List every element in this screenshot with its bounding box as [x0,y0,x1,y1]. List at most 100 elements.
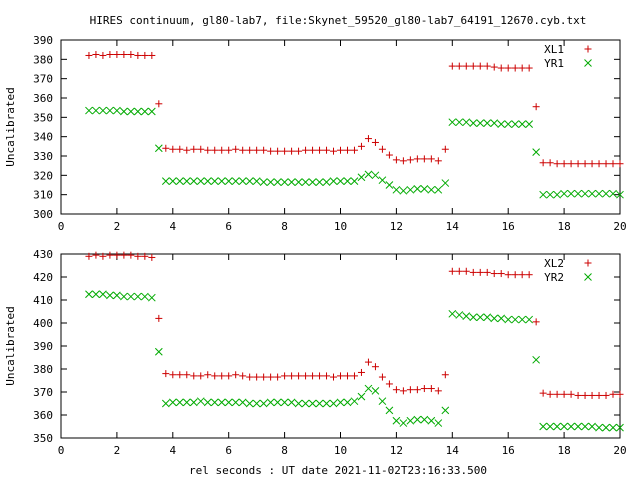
data-point-xl2 [560,390,568,398]
data-point-yr2 [161,399,170,408]
data-point-yr2-d2 [364,384,373,393]
data-point-xl2 [190,372,198,380]
data-point-xl1 [260,146,268,154]
data-point-yr2 [273,398,282,407]
data-point-xl2 [148,253,156,261]
data-point-xl2 [483,268,491,276]
data-point-yr2 [539,422,547,431]
data-point-yr1 [245,177,254,185]
data-point-xl2 [246,373,254,381]
x-tick-label: 12 [390,220,403,233]
data-point-yr2-d2 [322,399,331,408]
data-point-yr2 [469,313,478,322]
data-point-xl2 [218,372,226,380]
data-point-xl1 [120,51,128,58]
data-point-xl1 [337,146,344,154]
data-point-xl1 [588,160,596,168]
data-point-yr1-d2 [161,177,170,185]
data-point-yr2-d2 [336,398,345,407]
data-point-xl1 [420,155,428,163]
y-tick-label: 360 [33,409,53,422]
data-point-yr1-d2 [113,106,121,115]
data-point-xl1 [92,51,100,58]
data-point-yr2-d2 [413,415,422,424]
data-point-yr2 [154,347,163,356]
data-point-yr1 [406,185,415,194]
data-point-yr2-d2 [259,399,268,408]
data-point-yr1-d2 [427,185,436,194]
data-point-yr2 [616,423,624,432]
data-point-yr1 [357,173,366,182]
data-point-yr2 [336,398,345,407]
data-point-xl1 [616,160,624,168]
legend-label-xl2: XL2 [544,257,564,270]
data-point-yr2 [301,399,310,408]
data-point-yr1-d2 [469,119,478,127]
data-point-yr1 [231,177,240,185]
data-point-yr2-d2 [497,314,506,323]
data-point-yr1 [106,106,114,115]
data-point-yr2-d2 [427,416,436,425]
data-point-yr2-d2 [504,315,513,324]
data-point-yr2-d2 [595,423,603,432]
data-point-yr1-d2 [224,177,233,185]
data-point-xl1 [190,145,198,153]
data-point-yr1 [413,185,422,193]
data-point-xl2 [260,373,268,381]
data-point-xl2 [350,372,358,380]
data-point-yr1-d2 [497,120,506,128]
data-point-yr1-d2 [574,189,582,198]
data-point-yr1 [371,171,380,180]
y-tick-label: 300 [33,208,53,221]
data-point-xl2 [448,267,456,275]
data-point-yr1 [147,107,156,116]
y-tick-label: 400 [33,317,53,330]
data-point-yr1-d2 [196,177,205,185]
data-point-yr2-d2 [238,398,247,407]
data-point-yr2 [364,384,373,393]
y-tick-label: 370 [33,386,53,399]
x-tick-label: 4 [169,220,176,233]
data-point-yr2 [259,399,268,408]
data-point-xl1 [274,147,282,155]
data-point-yr2-d2 [588,422,596,431]
data-point-yr2 [99,290,107,299]
data-point-yr1 [385,181,394,189]
x-tick-label: 0 [58,444,65,457]
data-point-xl1 [218,146,226,154]
data-point-xl2 [197,372,205,380]
x-tick-label: 16 [502,220,515,233]
data-point-yr1-d2 [175,177,184,185]
data-point-yr1 [127,107,135,116]
data-point-yr2-d2 [378,397,387,406]
data-point-xl1 [427,155,435,163]
data-point-yr2 [483,313,492,322]
data-point-xl1 [350,146,358,154]
x-tick-label: 4 [169,444,176,457]
y-axis-label: Uncalibrated [4,306,17,385]
data-point-yr1 [238,177,247,185]
data-point-yr2 [609,423,617,432]
data-point-yr2-d2 [224,398,233,407]
data-point-yr1-d2 [266,178,275,186]
data-point-yr2 [357,392,366,401]
data-point-yr2 [560,422,568,431]
data-point-yr2-d2 [609,423,617,432]
data-point-xl2 [511,271,519,279]
data-point-yr2-d2 [134,292,142,301]
data-point-xl2 [616,390,624,398]
data-point-yr1 [483,119,492,127]
data-point-yr2-d2 [406,416,415,425]
data-point-xl2 [225,372,233,380]
data-point-yr2 [113,291,121,300]
data-point-yr2-d2 [350,397,359,406]
data-point-yr2 [392,416,401,425]
data-point-yr1 [364,170,373,179]
data-point-yr2-d2 [308,399,317,408]
data-point-yr2-d2 [553,422,561,431]
data-point-xl1 [127,51,135,58]
data-point-xl1 [141,51,149,59]
data-point-yr2-d2 [287,398,296,407]
y-tick-label: 410 [33,294,53,307]
data-point-yr2 [581,422,589,431]
